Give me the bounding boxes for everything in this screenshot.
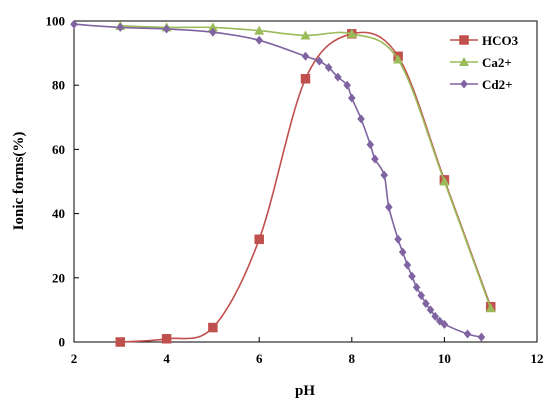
data-point [371,154,379,164]
data-point [366,140,375,150]
data-point [439,176,450,186]
legend-item: Ca2+ [450,55,512,70]
data-point [162,24,171,34]
data-point [161,334,172,344]
data-point [254,25,265,35]
legend-label: HCO3 [482,33,519,48]
legend-item: HCO3 [450,33,519,48]
plot-area [73,20,538,343]
x-axis-ticks: 2 4 6 8 10 12 [71,337,544,366]
series-cd2- [70,19,486,342]
legend-marker [459,35,469,45]
legend: HCO3 Ca2+ Cd2+ [450,33,519,92]
legend-label: Ca2+ [482,55,512,70]
y-tick-label: 40 [52,206,65,221]
x-tick-label: 2 [71,351,78,366]
data-point [208,322,218,333]
y-axis-title: Ionic forms(%) [11,132,27,231]
data-point [300,30,311,40]
x-tick-label: 12 [531,351,544,366]
legend-label: Cd2+ [482,77,513,92]
data-point [485,303,496,313]
data-point [398,247,407,257]
data-point [422,298,430,308]
data-point [385,202,393,212]
x-tick-label: 4 [163,351,170,366]
x-tick-label: 10 [438,351,451,366]
data-point [357,114,365,124]
y-tick-label: 80 [52,78,65,93]
data-point [440,319,449,329]
data-point [254,234,264,245]
data-point [394,234,402,244]
data-point [343,80,351,90]
series-ca2- [115,20,496,313]
data-point [70,19,78,29]
data-point [477,332,486,342]
y-tick-label: 20 [52,270,65,285]
data-point [435,316,444,326]
legend-marker [459,57,469,66]
data-point [431,311,439,321]
data-point [380,170,389,180]
data-point [315,56,324,66]
data-point [403,260,412,270]
legend-marker [460,79,468,89]
data-point [408,271,416,281]
x-tick-label: 6 [256,351,263,366]
x-tick-label: 8 [349,351,356,366]
data-point [412,282,421,292]
data-point [426,305,435,315]
data-point [300,74,311,84]
data-point [348,93,356,103]
legend-item: Cd2+ [450,77,513,92]
data-point [116,22,125,32]
data-point [417,290,426,300]
data-point [209,27,217,37]
y-tick-label: 0 [59,335,66,350]
data-point [334,72,342,82]
data-point [324,63,333,73]
data-point [207,22,218,32]
y-tick-label: 100 [46,14,66,29]
x-axis-title: pH [295,383,315,399]
data-point [115,337,126,347]
data-point [463,329,472,339]
series-layer [70,19,496,347]
data-point [301,51,310,61]
y-tick-label: 60 [52,142,65,157]
data-point [255,35,263,45]
data-point [346,28,357,38]
data-point [393,54,404,64]
